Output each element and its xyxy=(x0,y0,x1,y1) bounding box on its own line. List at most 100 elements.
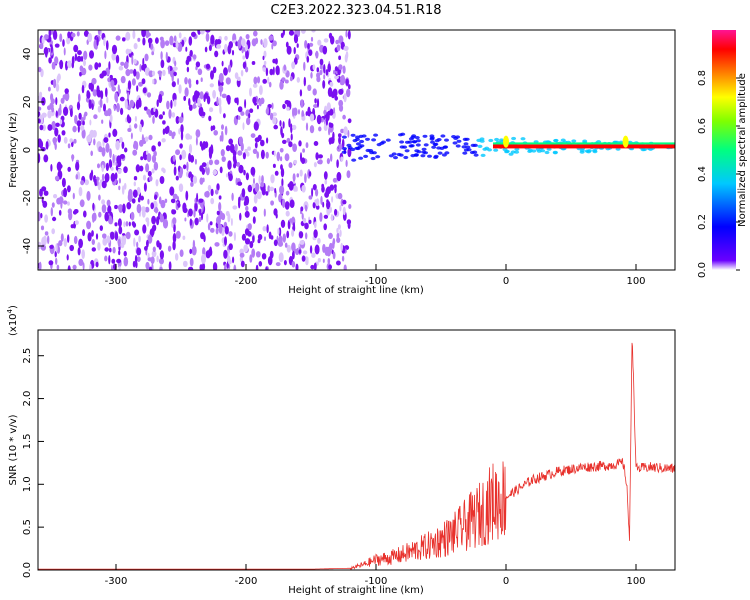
noise-blob xyxy=(171,81,176,88)
noise-blob xyxy=(147,170,152,177)
noise-blob xyxy=(337,224,341,230)
noise-blob xyxy=(135,71,140,80)
noise-blob xyxy=(83,210,87,218)
noise-blob xyxy=(267,76,270,84)
noise-blob xyxy=(170,198,176,204)
noise-blob xyxy=(200,77,203,82)
noise-blob xyxy=(329,206,332,213)
noise-blob xyxy=(226,94,231,103)
noise-blob xyxy=(247,231,252,237)
noise-blob xyxy=(159,257,164,265)
noise-blob xyxy=(269,112,274,121)
noise-blob xyxy=(61,177,66,188)
noise-blob xyxy=(254,137,260,143)
noise-blob xyxy=(71,32,76,38)
noise-blob xyxy=(313,262,317,270)
noise-blob xyxy=(59,103,62,111)
noise-blob xyxy=(106,40,109,51)
noise-blob xyxy=(263,38,268,48)
noise-blob xyxy=(328,127,331,136)
noise-blob xyxy=(322,201,325,208)
noise-blob xyxy=(221,124,224,130)
snr-line xyxy=(38,342,675,570)
noise-blob xyxy=(41,112,47,118)
noise-blob xyxy=(95,233,99,240)
signal-blob xyxy=(404,149,410,153)
noise-blob xyxy=(342,199,347,205)
noise-blob xyxy=(44,231,49,236)
noise-blob xyxy=(225,145,231,152)
noise-blob xyxy=(159,36,164,41)
signal-blob xyxy=(341,150,347,154)
noise-blob xyxy=(206,95,211,105)
noise-blob xyxy=(195,136,198,146)
noise-blob xyxy=(138,235,141,243)
noise-blob xyxy=(234,143,238,152)
noise-blob xyxy=(42,235,47,246)
noise-blob xyxy=(332,251,336,260)
noise-blob xyxy=(271,43,274,50)
noise-blob xyxy=(141,30,146,38)
noise-blob xyxy=(292,124,297,130)
noise-blob xyxy=(99,225,104,232)
noise-blob xyxy=(132,149,138,156)
noise-blob xyxy=(91,103,94,110)
noise-blob xyxy=(329,184,335,191)
noise-blob xyxy=(272,40,277,47)
noise-blob xyxy=(236,97,239,106)
noise-blob xyxy=(111,258,116,264)
noise-blob xyxy=(123,250,127,257)
noise-blob xyxy=(39,124,44,131)
noise-blob xyxy=(101,119,104,124)
noise-blob xyxy=(67,234,70,243)
noise-blob xyxy=(199,208,202,216)
noise-blob xyxy=(306,257,309,263)
signal-blob xyxy=(592,150,598,154)
noise-blob xyxy=(137,37,141,42)
noise-blob xyxy=(64,91,70,102)
noise-blob xyxy=(155,179,159,187)
noise-blob xyxy=(179,249,184,257)
noise-blob xyxy=(132,30,136,40)
x-tick-label: -200 xyxy=(235,576,258,587)
noise-blob xyxy=(55,257,58,265)
noise-blob xyxy=(188,143,193,154)
signal-blob xyxy=(441,153,447,157)
noise-blob xyxy=(116,155,122,165)
noise-blob xyxy=(243,200,247,206)
noise-blob xyxy=(95,261,99,268)
noise-blob xyxy=(128,49,132,54)
noise-blob xyxy=(166,100,170,110)
spectrogram-y-ticks: -40 -20 0 20 40 xyxy=(22,48,44,254)
noise-blob xyxy=(227,44,232,55)
noise-blob xyxy=(41,36,45,45)
noise-blob xyxy=(275,262,281,267)
noise-blob xyxy=(195,129,201,138)
noise-blob xyxy=(272,163,276,168)
snr-y-label: SNR (10 * v/v) xyxy=(8,414,19,485)
noise-blob xyxy=(40,244,47,251)
signal-blob xyxy=(408,144,414,148)
noise-blob xyxy=(316,72,321,79)
noise-blob xyxy=(273,208,278,216)
noise-blob xyxy=(101,173,105,181)
noise-blob xyxy=(151,215,157,225)
noise-blob xyxy=(115,35,121,41)
noise-blob xyxy=(210,227,215,233)
noise-blob xyxy=(194,217,199,226)
noise-blob xyxy=(328,232,333,239)
signal-blob xyxy=(381,140,386,144)
noise-blob xyxy=(228,243,233,251)
noise-blob xyxy=(303,61,306,71)
noise-blob xyxy=(150,256,155,265)
noise-blob xyxy=(340,242,344,252)
signal-blob xyxy=(427,154,432,158)
noise-blob xyxy=(55,97,58,106)
signal-blob xyxy=(571,139,577,143)
signal-blob xyxy=(482,147,488,151)
noise-blob xyxy=(265,67,269,77)
noise-blob xyxy=(288,30,295,36)
signal-blob xyxy=(465,145,471,149)
noise-blob xyxy=(45,141,49,150)
noise-blob xyxy=(221,156,226,163)
